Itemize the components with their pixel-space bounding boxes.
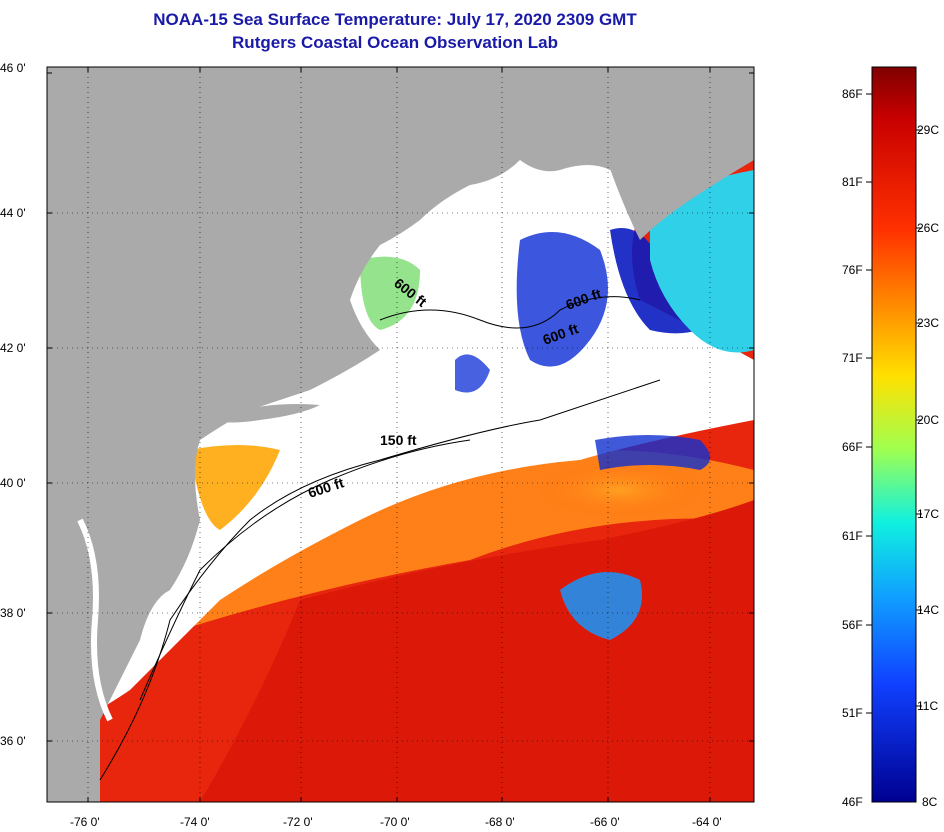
map-frame — [46, 66, 755, 803]
colorbar-c-label: 20C — [917, 413, 939, 427]
axis-ticks — [47, 67, 754, 802]
colorbar — [871, 66, 917, 803]
colorbar-f-label: 51F — [842, 706, 863, 720]
lat-label: 40 0' — [0, 476, 26, 490]
contour-label: 150 ft — [380, 432, 417, 448]
cold-band — [595, 435, 710, 470]
map-title: NOAA-15 Sea Surface Temperature: July 17… — [153, 10, 637, 29]
isobath-gom — [379, 296, 641, 329]
cool-eddy — [560, 572, 642, 640]
colorbar-f-label: 61F — [842, 529, 863, 543]
lat-label: 44 0' — [0, 206, 26, 220]
nova-scotia — [600, 80, 754, 240]
colorbar-f-label: 81F — [842, 175, 863, 189]
mainland — [47, 67, 754, 802]
colorbar-f-label: 71F — [842, 351, 863, 365]
cold-patch — [455, 354, 490, 393]
map-imagery — [47, 67, 754, 802]
long-island — [210, 404, 320, 423]
colorbar-f-label: 76F — [842, 263, 863, 277]
colorbar-c-label: 11C — [917, 699, 938, 713]
lon-label: -64 0' — [692, 815, 722, 829]
colorbar-c-label: 23C — [917, 316, 939, 330]
lat-label: 42 0' — [0, 341, 26, 355]
cool-water — [650, 170, 754, 353]
lon-label: -74 0' — [180, 815, 210, 829]
lon-label: -76 0' — [70, 815, 100, 829]
lon-label: -72 0' — [283, 815, 313, 829]
colorbar-c-label: 29C — [917, 123, 939, 137]
colorbar-c-label: 26C — [917, 221, 939, 235]
lat-label: 38 0' — [0, 606, 26, 620]
colorbar-c-label: 17C — [917, 507, 939, 521]
lon-label: -66 0' — [590, 815, 620, 829]
colorbar-f-label: 86F — [842, 87, 863, 101]
cold-patch — [516, 232, 608, 367]
map-subtitle: Rutgers Coastal Ocean Observation Lab — [232, 33, 558, 52]
colorbar-f-label: 46F — [842, 795, 863, 809]
isobath-150 — [139, 439, 471, 701]
colorbar-c-label: 8C — [922, 795, 938, 809]
lon-label: -70 0' — [380, 815, 410, 829]
lat-label: 46 0' — [0, 61, 26, 75]
cape-cod-bay — [360, 256, 420, 330]
lat-label: 36 0' — [0, 734, 26, 748]
coastal-warm — [190, 445, 280, 530]
colorbar-f-label: 66F — [842, 440, 863, 454]
colorbar-f-label: 56F — [842, 618, 863, 632]
chesapeake-bay — [77, 518, 113, 722]
warm-eddy — [530, 460, 710, 520]
lon-label: -68 0' — [485, 815, 515, 829]
colorbar-ticks — [866, 93, 922, 714]
colorbar-c-label: 14C — [917, 603, 939, 617]
